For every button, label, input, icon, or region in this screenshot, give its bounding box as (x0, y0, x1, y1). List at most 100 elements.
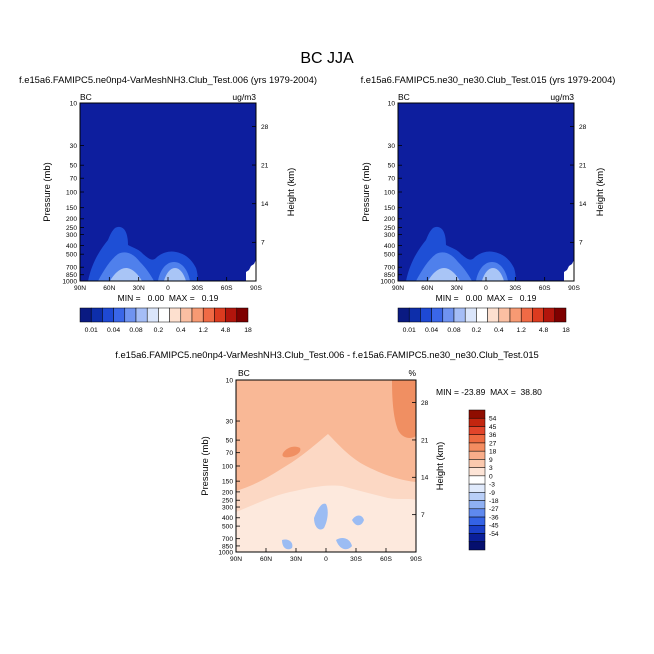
colorbar-label: 0.2 (472, 327, 482, 334)
y-tick-label: 150 (222, 479, 233, 486)
panel-b-y-ticks-right: 28 21 14 7 (570, 124, 587, 247)
y-tick-label: 30 (388, 143, 396, 150)
panel-c-blue-left (282, 539, 293, 550)
colorbar-swatch (520, 307, 533, 323)
y-tick-label: 400 (222, 515, 233, 522)
panel-c-upper-right-anomaly (392, 380, 416, 438)
panel-c-corner-right: % (408, 368, 416, 378)
y-right-tick-label: 28 (579, 124, 587, 131)
panel-c-corner-left: BC (238, 368, 250, 378)
colorbar-swatch (442, 307, 455, 323)
x-tick-label: 90S (568, 285, 580, 292)
panel-b-field (398, 103, 574, 281)
y-tick-label: 400 (66, 243, 77, 250)
colorbar-swatch (509, 307, 522, 323)
y-tick-label: 500 (384, 252, 395, 259)
x-tick-label: 60N (103, 285, 115, 292)
colorbar-label: 4.8 (539, 327, 549, 334)
y-tick-label: 100 (384, 189, 395, 196)
colorbar-swatch (468, 533, 486, 543)
y-right-tick-label: 14 (579, 201, 587, 208)
panel-c-title: f.e15a6.FAMIPC5.ne0np4-VarMeshNH3.Club_T… (115, 349, 539, 360)
y-tick-label: 70 (226, 450, 234, 457)
y-tick-label: 300 (66, 232, 77, 239)
y-tick-label: 200 (222, 489, 233, 496)
panel-c-x-ticks: 90N 60N 30N 0 30S 60S 90S (230, 548, 422, 563)
colorbar-swatch (464, 307, 477, 323)
colorbar-label: -3 (489, 482, 495, 489)
y-tick-label: 10 (70, 100, 78, 107)
x-tick-label: 0 (166, 285, 170, 292)
colorbar-swatch (79, 307, 92, 323)
colorbar-swatch (191, 307, 204, 323)
panel-b-title: f.e15a6.FAMIPC5.ne30_ne30.Club_Test.015 … (361, 74, 616, 85)
y-tick-label: 850 (384, 272, 395, 279)
y-tick-label: 1000 (218, 549, 233, 556)
y-tick-label: 700 (384, 265, 395, 272)
y-tick-label: 300 (222, 504, 233, 511)
colorbar-swatch (468, 417, 486, 427)
colorbar-swatch (468, 483, 486, 493)
panel-c-mid-anomaly (282, 446, 301, 458)
colorbar-label: 0 (489, 473, 493, 480)
panel-b-ylabel-right: Height (km) (594, 168, 605, 216)
colorbar-label: -54 (489, 531, 499, 538)
x-tick-label: 30N (451, 285, 463, 292)
y-tick-label: 850 (222, 543, 233, 550)
panel-a-title: f.e15a6.FAMIPC5.ne0np4-VarMeshNH3.Club_T… (19, 74, 317, 85)
panel-b-corner-left: BC (398, 92, 410, 102)
colorbar-label: -36 (489, 514, 499, 521)
colorbar-swatch (468, 450, 486, 460)
x-tick-label: 90S (410, 556, 422, 563)
y-tick-label: 300 (384, 232, 395, 239)
colorbar-label: 18 (244, 327, 252, 334)
y-right-tick-label: 28 (421, 400, 429, 407)
y-tick-label: 50 (388, 163, 396, 170)
x-tick-label: 0 (484, 285, 488, 292)
colorbar-label: 0.04 (425, 327, 438, 334)
colorbar-swatch (225, 307, 238, 323)
panel-a-x-ticks: 90N 60N 30N 0 30S 60S 90S (74, 277, 262, 292)
colorbar-swatch (468, 467, 486, 477)
colorbar-swatch (543, 307, 556, 323)
y-right-tick-label: 28 (261, 124, 269, 131)
colorbar-label: 0.2 (154, 327, 164, 334)
y-tick-label: 250 (384, 225, 395, 232)
colorbar-label: 0.01 (85, 327, 98, 334)
y-tick-label: 50 (226, 438, 234, 445)
colorbar-swatch (468, 500, 486, 510)
y-tick-label: 500 (222, 524, 233, 531)
y-tick-label: 70 (70, 176, 78, 183)
colorbar-swatch (468, 516, 486, 526)
y-right-tick-label: 21 (421, 437, 429, 444)
colorbar-label: -27 (489, 506, 499, 513)
colorbar-label: -18 (489, 498, 499, 505)
x-tick-label: 30S (191, 285, 203, 292)
panel-b-plume-core (428, 268, 504, 281)
y-tick-label: 200 (384, 216, 395, 223)
colorbar-swatch (135, 307, 148, 323)
x-tick-label: 60S (380, 556, 392, 563)
panel-b-x-ticks: 90N 60N 30N 0 30S 60S 90S (392, 277, 580, 292)
y-tick-label: 30 (70, 143, 78, 150)
y-right-tick-label: 21 (261, 162, 269, 169)
y-tick-label: 850 (66, 272, 77, 279)
colorbar-swatch (453, 307, 466, 323)
colorbar-swatch (158, 307, 170, 323)
panel-a: f.e15a6.FAMIPC5.ne0np4-VarMeshNH3.Club_T… (19, 74, 317, 334)
panel-a-minmax: MIN = 0.00 MAX = 0.19 (118, 293, 219, 303)
y-tick-label: 200 (66, 216, 77, 223)
panel-b-colorbar: 0.01 0.04 0.08 0.2 0.4 1.2 4.8 18 (397, 307, 570, 334)
colorbar-label: 9 (489, 457, 493, 464)
panel-a-colorbar: 0.01 0.04 0.08 0.2 0.4 1.2 4.8 18 (79, 307, 252, 334)
colorbar-swatch (214, 307, 226, 323)
y-tick-label: 1000 (62, 278, 77, 285)
colorbar-label: 1.2 (516, 327, 526, 334)
panel-c: f.e15a6.FAMIPC5.ne0np4-VarMeshNH3.Club_T… (115, 349, 542, 563)
colorbar-label: 3 (489, 465, 493, 472)
colorbar-label: -45 (489, 523, 499, 530)
y-right-tick-label: 14 (421, 475, 429, 482)
panel-c-ylabel: Pressure (mb) (199, 436, 210, 495)
panel-c-blue-bottom (336, 538, 352, 550)
